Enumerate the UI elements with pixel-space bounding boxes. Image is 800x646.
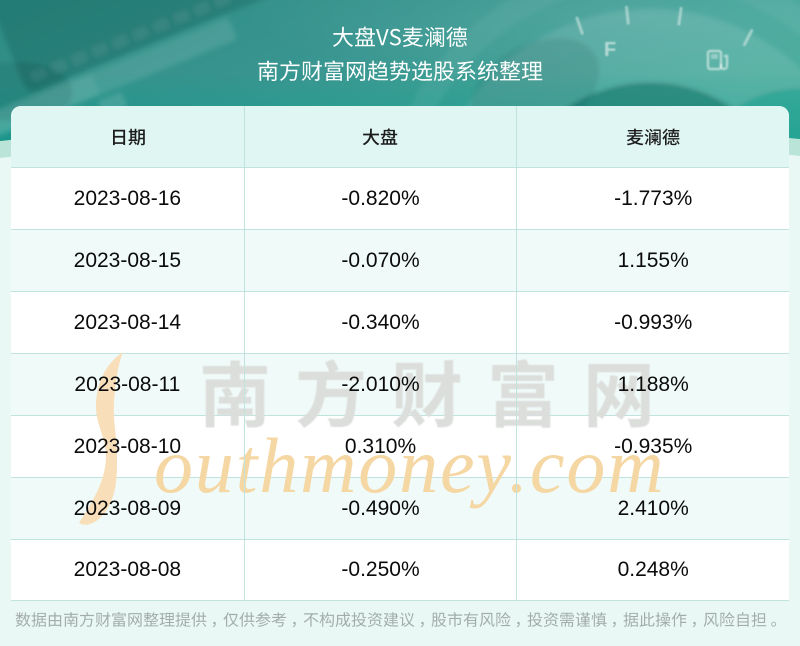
svg-text:F: F [604,39,616,61]
